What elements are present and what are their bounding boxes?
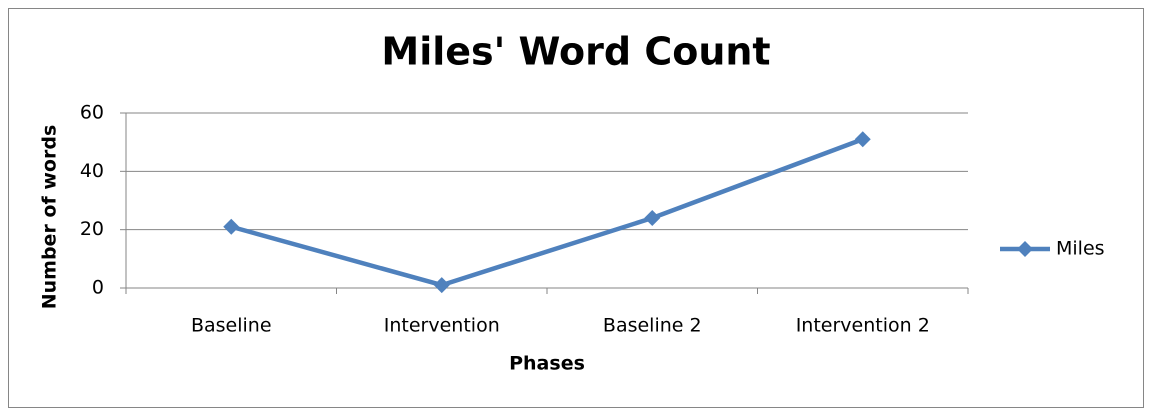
y-axis-label: Number of words bbox=[39, 125, 61, 310]
data-point bbox=[433, 277, 450, 294]
y-tick-label: 60 bbox=[80, 102, 104, 124]
x-tick-label: Intervention 2 bbox=[796, 315, 930, 337]
data-point bbox=[644, 210, 661, 226]
series-line bbox=[230, 137, 864, 288]
x-tick-label: Baseline bbox=[191, 315, 272, 337]
x-tick-label: Baseline 2 bbox=[603, 315, 702, 337]
x-tick-label: Intervention bbox=[384, 315, 500, 337]
legend-label: Miles bbox=[1056, 238, 1105, 260]
data-point bbox=[223, 218, 240, 235]
data-point bbox=[854, 131, 871, 148]
y-tick-label: 0 bbox=[92, 277, 104, 299]
chart-border bbox=[8, 8, 1144, 408]
x-axis-label: Phases bbox=[509, 353, 585, 375]
y-tick-label: 40 bbox=[80, 160, 104, 182]
y-tick-label: 20 bbox=[80, 218, 104, 240]
chart-title: Miles' Word Count bbox=[381, 30, 770, 74]
legend-marker bbox=[1017, 241, 1033, 257]
